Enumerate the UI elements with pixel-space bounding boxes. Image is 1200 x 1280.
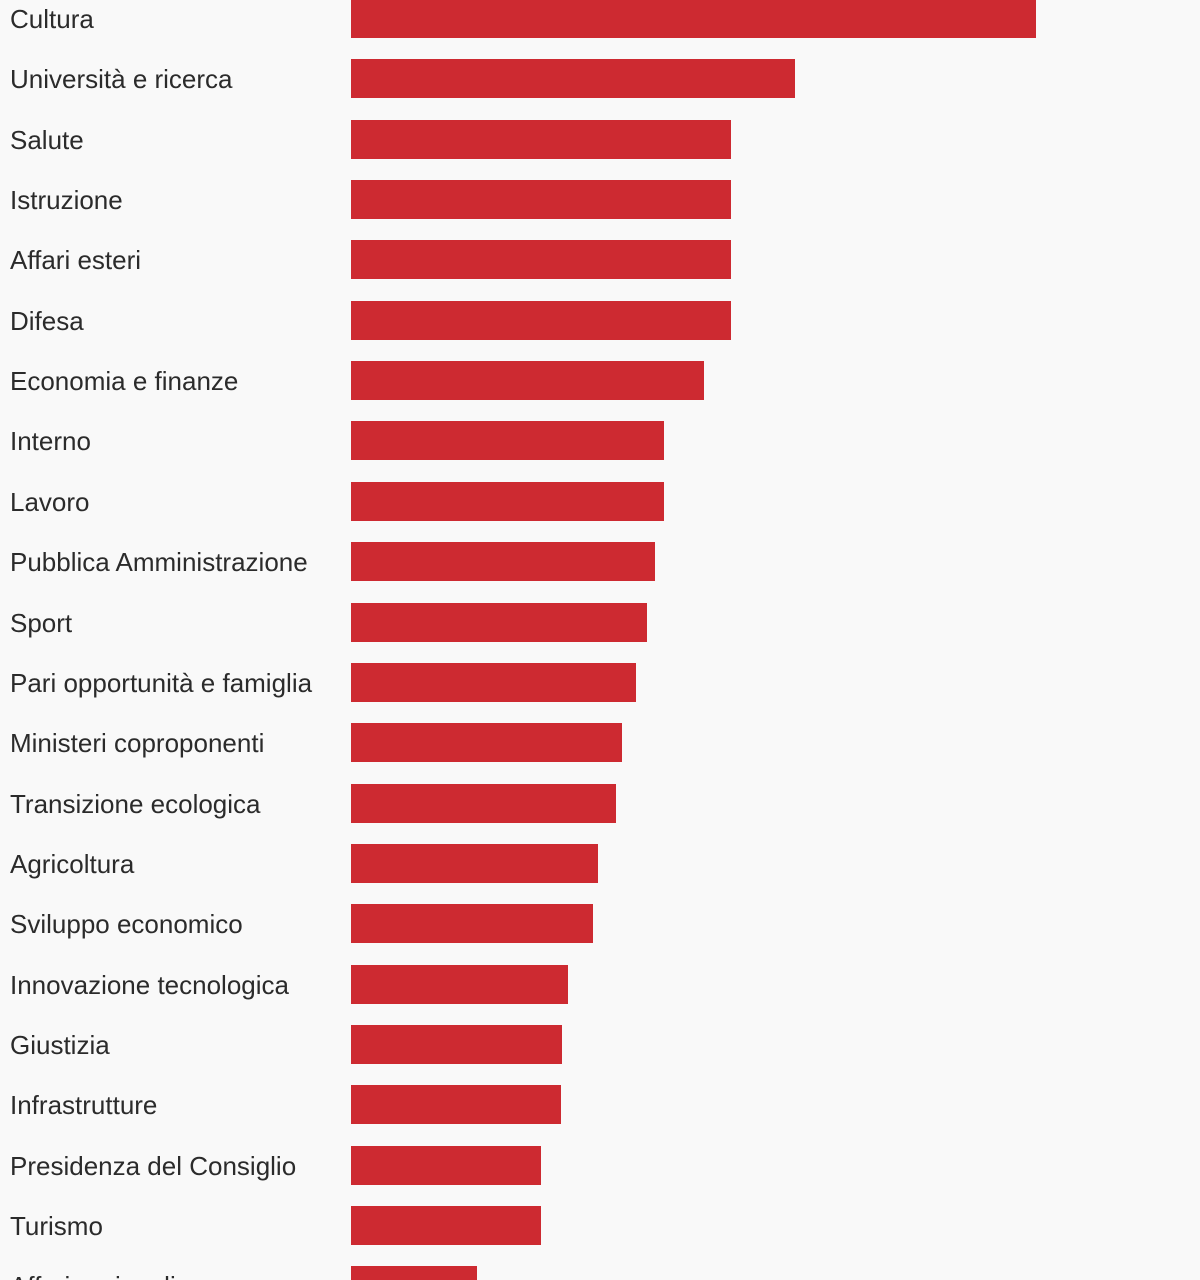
bar [351, 843, 598, 883]
category-label: Interno [10, 426, 91, 457]
bar [351, 119, 731, 159]
bar [351, 0, 1036, 38]
category-label: Affari regionali [10, 1266, 176, 1280]
category-label: Presidenza del Consiglio [10, 1150, 297, 1181]
bar [351, 904, 593, 944]
category-label: Turismo [10, 1211, 103, 1241]
bar [351, 361, 704, 401]
bar [351, 662, 636, 702]
category-label: Cultura [10, 4, 94, 34]
category-label: Agricoltura [10, 848, 135, 879]
bar [351, 1145, 541, 1185]
category-label: Transizione ecologica [10, 788, 261, 819]
category-label: Sport [10, 607, 73, 638]
bar [351, 964, 568, 1004]
bar [351, 1024, 562, 1064]
category-label: Innovazione tecnologica [10, 969, 289, 1000]
category-label: Economia e finanze [10, 366, 239, 397]
bar [351, 300, 731, 340]
category-label: Pubblica Amministrazione [10, 547, 308, 578]
bar [351, 59, 795, 99]
bar [351, 1206, 541, 1245]
category-label: Pari opportunità e famiglia [10, 667, 313, 698]
category-label: Lavoro [10, 486, 90, 517]
bar [351, 240, 731, 280]
category-label: Difesa [10, 305, 84, 336]
bar [351, 542, 655, 582]
bar [351, 421, 664, 461]
category-label: Università e ricerca [10, 64, 233, 95]
bar [351, 180, 731, 220]
bar [351, 723, 622, 763]
category-label: Giustizia [10, 1029, 110, 1060]
bar [351, 602, 647, 642]
category-label: Infrastrutture [10, 1090, 158, 1121]
bar [351, 783, 616, 823]
bar [351, 1266, 477, 1280]
bar [351, 481, 664, 521]
category-label: Ministeri coproponenti [10, 728, 265, 759]
category-label: Istruzione [10, 185, 123, 216]
category-label: Salute [10, 124, 84, 155]
category-label: Sviluppo economico [10, 909, 243, 940]
category-label: Affari esteri [10, 245, 142, 276]
bar [351, 1085, 561, 1125]
